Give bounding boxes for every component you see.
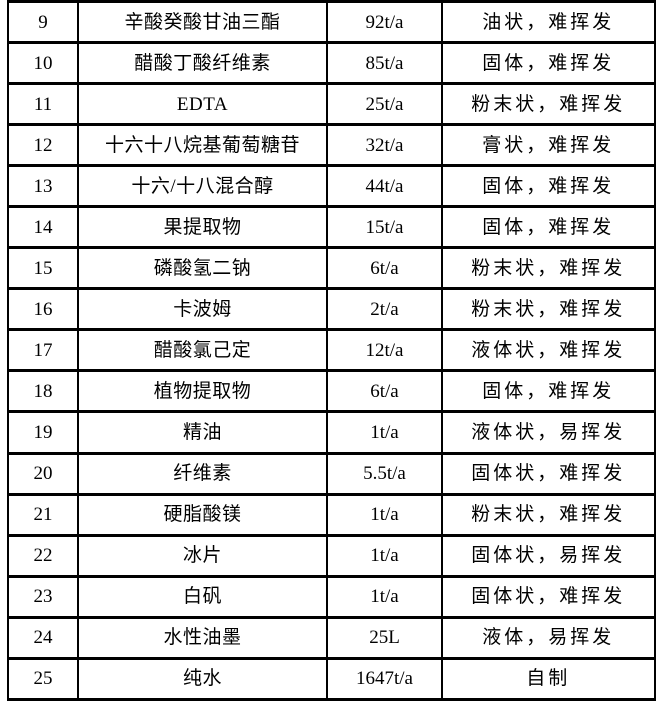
material-name-cell: 醋酸氯己定 <box>77 328 328 373</box>
amount-cell: 85t/a <box>326 41 443 86</box>
row-number-cell: 22 <box>7 533 79 578</box>
material-name-cell: 纯水 <box>77 656 328 702</box>
property-cell: 液体状，易挥发 <box>441 410 656 455</box>
amount-cell: 1t/a <box>326 410 443 455</box>
property-cell: 固体，难挥发 <box>441 205 656 250</box>
property-cell: 粉末状，难挥发 <box>441 492 656 537</box>
amount-cell: 92t/a <box>326 0 443 45</box>
row-number-cell: 13 <box>7 164 79 209</box>
table-row: 12 十六十八烷基葡萄糖苷 32t/a 膏状，难挥发 <box>7 123 656 168</box>
material-name-cell: 十六/十八混合醇 <box>77 164 328 209</box>
amount-cell: 25t/a <box>326 82 443 127</box>
material-name-cell: 果提取物 <box>77 205 328 250</box>
material-name-cell: 硬脂酸镁 <box>77 492 328 537</box>
amount-cell: 25L <box>326 615 443 660</box>
property-cell: 固体，难挥发 <box>441 41 656 86</box>
table-row: 18 植物提取物 6t/a 固体，难挥发 <box>7 369 656 414</box>
row-number-cell: 20 <box>7 451 79 496</box>
property-cell: 固体，难挥发 <box>441 164 656 209</box>
table-row: 10 醋酸丁酸纤维素 85t/a 固体，难挥发 <box>7 41 656 86</box>
property-cell: 粉末状，难挥发 <box>441 287 656 332</box>
row-number-cell: 17 <box>7 328 79 373</box>
amount-cell: 1t/a <box>326 533 443 578</box>
material-name-cell: 水性油墨 <box>77 615 328 660</box>
material-name-cell: 白矾 <box>77 574 328 619</box>
property-cell: 膏状，难挥发 <box>441 123 656 168</box>
row-number-cell: 14 <box>7 205 79 250</box>
table-row: 9 辛酸癸酸甘油三酯 92t/a 油状，难挥发 <box>7 0 656 45</box>
material-name-cell: 纤维素 <box>77 451 328 496</box>
materials-table: 9 辛酸癸酸甘油三酯 92t/a 油状，难挥发 10 醋酸丁酸纤维素 85t/a… <box>7 0 656 702</box>
material-name-cell: 十六十八烷基葡萄糖苷 <box>77 123 328 168</box>
table-row: 16 卡波姆 2t/a 粉末状，难挥发 <box>7 287 656 332</box>
row-number-cell: 21 <box>7 492 79 537</box>
row-number-cell: 11 <box>7 82 79 127</box>
amount-cell: 15t/a <box>326 205 443 250</box>
property-cell: 油状，难挥发 <box>441 0 656 45</box>
table-row: 11 EDTA 25t/a 粉末状，难挥发 <box>7 82 656 127</box>
row-number-cell: 12 <box>7 123 79 168</box>
row-number-cell: 25 <box>7 656 79 702</box>
material-name-cell: 辛酸癸酸甘油三酯 <box>77 0 328 45</box>
row-number-cell: 16 <box>7 287 79 332</box>
property-cell: 自制 <box>441 656 656 702</box>
table-row: 17 醋酸氯己定 12t/a 液体状，难挥发 <box>7 328 656 373</box>
material-name-cell: EDTA <box>77 82 328 127</box>
amount-cell: 6t/a <box>326 369 443 414</box>
table-row: 20 纤维素 5.5t/a 固体状，难挥发 <box>7 451 656 496</box>
amount-cell: 1647t/a <box>326 656 443 702</box>
row-number-cell: 24 <box>7 615 79 660</box>
row-number-cell: 9 <box>7 0 79 45</box>
amount-cell: 6t/a <box>326 246 443 291</box>
property-cell: 液体，易挥发 <box>441 615 656 660</box>
property-cell: 粉末状，难挥发 <box>441 246 656 291</box>
row-number-cell: 19 <box>7 410 79 455</box>
amount-cell: 1t/a <box>326 574 443 619</box>
property-cell: 固体状，难挥发 <box>441 574 656 619</box>
row-number-cell: 10 <box>7 41 79 86</box>
material-name-cell: 精油 <box>77 410 328 455</box>
table-row: 15 磷酸氢二钠 6t/a 粉末状，难挥发 <box>7 246 656 291</box>
table-body: 9 辛酸癸酸甘油三酯 92t/a 油状，难挥发 10 醋酸丁酸纤维素 85t/a… <box>7 0 656 702</box>
materials-table-container: 9 辛酸癸酸甘油三酯 92t/a 油状，难挥发 10 醋酸丁酸纤维素 85t/a… <box>7 0 656 702</box>
amount-cell: 44t/a <box>326 164 443 209</box>
table-row: 19 精油 1t/a 液体状，易挥发 <box>7 410 656 455</box>
row-number-cell: 15 <box>7 246 79 291</box>
material-name-cell: 植物提取物 <box>77 369 328 414</box>
amount-cell: 5.5t/a <box>326 451 443 496</box>
amount-cell: 12t/a <box>326 328 443 373</box>
property-cell: 固体状，易挥发 <box>441 533 656 578</box>
property-cell: 液体状，难挥发 <box>441 328 656 373</box>
table-row: 21 硬脂酸镁 1t/a 粉末状，难挥发 <box>7 492 656 537</box>
row-number-cell: 23 <box>7 574 79 619</box>
table-row: 23 白矾 1t/a 固体状，难挥发 <box>7 574 656 619</box>
amount-cell: 32t/a <box>326 123 443 168</box>
row-number-cell: 18 <box>7 369 79 414</box>
table-row: 22 冰片 1t/a 固体状，易挥发 <box>7 533 656 578</box>
property-cell: 固体，难挥发 <box>441 369 656 414</box>
material-name-cell: 卡波姆 <box>77 287 328 332</box>
table-row: 13 十六/十八混合醇 44t/a 固体，难挥发 <box>7 164 656 209</box>
amount-cell: 2t/a <box>326 287 443 332</box>
table-row: 25 纯水 1647t/a 自制 <box>7 656 656 702</box>
material-name-cell: 磷酸氢二钠 <box>77 246 328 291</box>
property-cell: 粉末状，难挥发 <box>441 82 656 127</box>
table-row: 24 水性油墨 25L 液体，易挥发 <box>7 615 656 660</box>
amount-cell: 1t/a <box>326 492 443 537</box>
table-row: 14 果提取物 15t/a 固体，难挥发 <box>7 205 656 250</box>
material-name-cell: 醋酸丁酸纤维素 <box>77 41 328 86</box>
material-name-cell: 冰片 <box>77 533 328 578</box>
property-cell: 固体状，难挥发 <box>441 451 656 496</box>
